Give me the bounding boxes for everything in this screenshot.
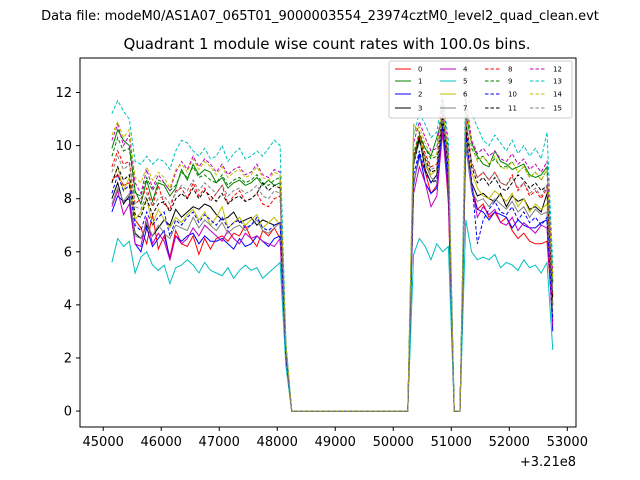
y-tick-label: 4 (64, 298, 72, 313)
series-line-11 (111, 116, 554, 412)
legend-box (388, 60, 573, 119)
legend-label-11: 11 (508, 105, 517, 113)
series-line-2 (111, 124, 554, 412)
legend-label-15: 15 (553, 105, 562, 113)
x-tick-label: 47000 (199, 435, 240, 450)
legend-label-14: 14 (553, 91, 562, 99)
series-line-15 (111, 119, 554, 412)
y-tick-label: 2 (64, 351, 72, 366)
x-tick-label: 48000 (257, 435, 298, 450)
series-line-14 (111, 103, 554, 412)
y-tick-label: 0 (64, 405, 72, 420)
y-tick-label: 12 (55, 86, 72, 101)
series-line-5 (111, 219, 554, 412)
legend-label-6: 6 (463, 91, 468, 99)
figure-suptitle: Data file: modeM0/AS1A07_065T01_90000035… (41, 9, 599, 24)
legend-label-5: 5 (463, 78, 467, 86)
x-tick-label: 49000 (315, 435, 356, 450)
legend-label-7: 7 (463, 105, 467, 113)
legend-label-3: 3 (418, 105, 422, 113)
x-tick-label: 51000 (431, 435, 472, 450)
x-tick-label: 46000 (141, 435, 182, 450)
x-tick-label: 45000 (83, 435, 124, 450)
legend-label-10: 10 (508, 91, 517, 99)
series-line-8 (111, 108, 554, 412)
plot-area (79, 57, 577, 428)
legend-label-12: 12 (553, 66, 562, 74)
y-tick-label: 6 (64, 245, 72, 260)
series-line-12 (111, 97, 554, 412)
x-offset-label: +3.21e8 (520, 455, 576, 470)
legend-label-1: 1 (418, 78, 422, 86)
series-line-4 (111, 132, 554, 412)
x-tick-label: 52000 (489, 435, 530, 450)
x-tick-label: 53000 (547, 435, 588, 450)
legend-label-4: 4 (463, 66, 468, 74)
y-tick-label: 8 (64, 192, 72, 207)
series-line-13 (111, 76, 554, 412)
series-line-1 (111, 113, 554, 412)
chart-title: Quadrant 1 module wise count rates with … (123, 35, 530, 53)
legend-label-8: 8 (508, 66, 512, 74)
x-axis: 45000 46000 47000 48000 49000 50000 51000 52000… (83, 427, 588, 450)
legend-label-0: 0 (418, 66, 422, 74)
series-layer (111, 76, 554, 412)
y-axis: 0 2 4 6 8 10 12 (55, 86, 80, 420)
series-line-10 (111, 119, 554, 412)
axes-frame (79, 57, 577, 428)
y-tick-label: 10 (55, 139, 72, 154)
series-line-7 (111, 113, 554, 412)
legend-label-13: 13 (553, 78, 562, 86)
legend-label-9: 9 (508, 78, 512, 86)
legend-label-2: 2 (418, 91, 422, 99)
x-tick-label: 50000 (373, 435, 414, 450)
